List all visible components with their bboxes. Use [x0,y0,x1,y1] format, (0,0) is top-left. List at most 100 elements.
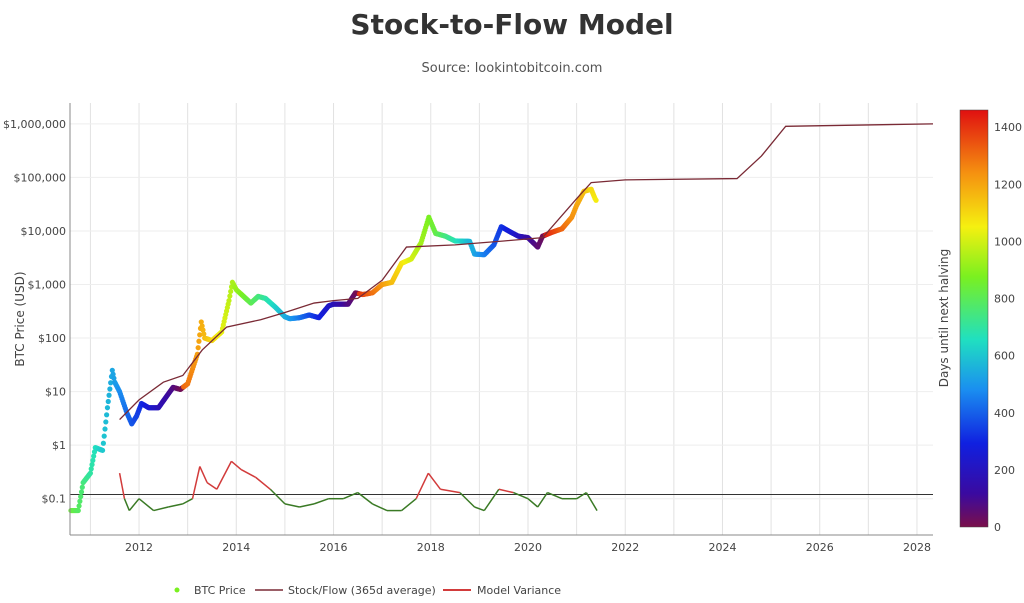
variance-segment [513,491,529,500]
variance-segment [483,488,500,512]
variance-segment [401,498,417,512]
x-tick-label: 2020 [514,541,542,554]
x-tick-label: 2026 [806,541,834,554]
y-tick-label: $0.1 [42,493,67,506]
variance-segment [206,481,218,490]
variance-segment [498,488,514,494]
btc-price-point [87,470,94,476]
btc-price-point [88,466,94,472]
x-tick-label: 2022 [611,541,639,554]
variance-segment [269,488,286,505]
btc-price-point [107,386,113,392]
y-tick-label: $1 [52,439,66,452]
btc-price-point [100,440,106,446]
btc-price-point [105,398,111,405]
legend-label-btc-price: BTC Price [194,584,246,597]
variance-segment [427,472,442,490]
variance-segment [123,498,131,511]
btc-price-point [198,319,204,325]
btc-price-point [78,489,85,495]
btc-price-point [106,392,112,398]
btc-price-point [200,327,206,333]
x-tick-label: 2018 [417,541,445,554]
variance-segment [342,491,359,500]
btc-price-point [76,503,82,509]
y-tick-label: $1,000 [28,278,67,291]
x-tick-label: 2028 [903,541,931,554]
btc-price-point [228,288,234,295]
btc-price-point [99,447,106,453]
btc-price-point [109,367,115,373]
btc-price-point [110,371,116,377]
variance-segment [240,468,257,479]
btc-price-point [104,405,111,411]
x-tick-label: 2016 [320,541,348,554]
variance-segment [191,466,201,499]
variance-segment [547,491,563,500]
y-axis-title: BTC Price (USD) [13,271,27,366]
colorbar: 0 200 400 600 800 1000 1200 1400 Days until next… [937,109,1022,534]
variance-segment [199,466,208,483]
variance-segment [459,492,476,508]
variance-segment [313,497,329,505]
chart-subtitle: Source: lookintobitcoin.com [421,61,603,76]
variance-segment [357,492,373,505]
variance-segment [128,498,140,512]
variance-segment [372,503,388,512]
variance-segment [153,506,169,512]
btc-price-point [103,419,109,425]
btc-price-point [104,412,110,418]
btc-price-point [75,507,81,514]
variance-segment [527,498,539,508]
colorbar-title: Days until next halving [937,249,951,388]
btc-price-point [201,331,207,337]
variance-segment [585,492,598,511]
btc-price-point [195,345,201,351]
variance-segment [255,476,271,490]
btc-price-point [593,197,599,203]
colorbar-tick-label: 1200 [994,178,1022,191]
variance-segment [168,503,183,508]
btc-price-point [197,332,203,338]
btc-price-point [111,375,117,381]
grid [70,103,933,535]
btc-price-point [196,338,202,344]
variance-segment [230,460,242,471]
legend-label-stock-flow: Stock/Flow (365d average) [288,584,436,597]
x-tick-label: 2012 [125,541,153,554]
btc-price-point [91,453,97,459]
chart-title: Stock-to-Flow Model [350,8,674,41]
colorbar-tick-label: 0 [994,521,1001,534]
colorbar-tick-label: 1400 [994,121,1022,134]
variance-segment [299,503,315,508]
btc-price-point [108,380,114,386]
btc-price-point [199,323,205,329]
variance-segment [440,488,461,494]
legend-label-model-variance: Model Variance [477,584,561,597]
x-tick-label: 2024 [708,541,736,554]
variance-segment [284,503,300,508]
btc-price-point [77,498,83,504]
legend: BTC Price Stock/Flow (365d average) Model … [174,584,561,597]
y-tick-label: $100,000 [14,171,67,184]
btc-price-point [79,484,85,490]
colorbar-tick-label: 600 [994,350,1015,363]
btc-price-point [89,462,95,468]
y-tick-label: $100 [38,332,66,345]
y-tick-label: $1,000,000 [3,118,66,131]
x-tick-label: 2014 [222,541,250,554]
colorbar-tick-label: 400 [994,407,1015,420]
btc-price-point [90,457,96,463]
y-tick-label: $10 [45,386,66,399]
colorbar-tick-label: 1000 [994,235,1022,248]
variance-segment [576,491,587,500]
btc-price-point [91,449,98,455]
variance-segment [415,472,430,500]
variance-segment [474,506,485,512]
colorbar-gradient [959,109,989,528]
btc-price-point [227,293,233,299]
btc-price-point [101,433,107,439]
colorbar-tick-label: 800 [994,293,1015,306]
variance-segment [138,498,155,512]
